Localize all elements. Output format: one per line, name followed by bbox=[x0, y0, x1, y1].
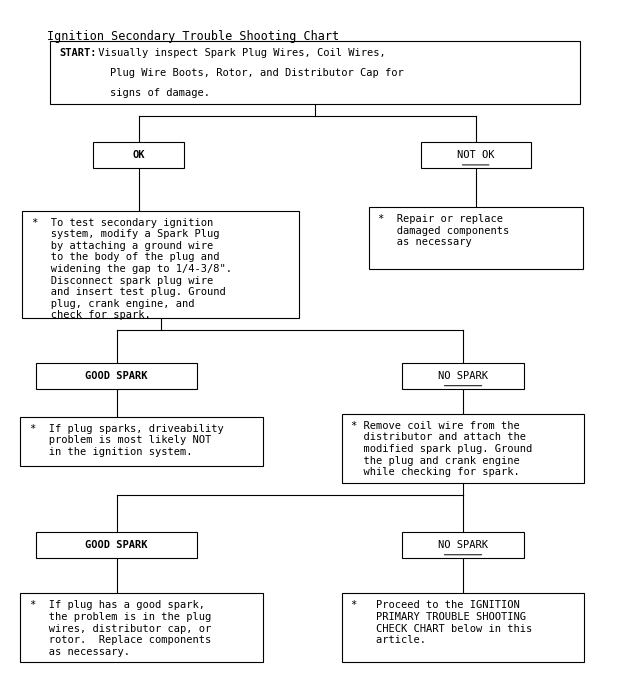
FancyBboxPatch shape bbox=[402, 363, 524, 389]
Text: *  If plug sparks, driveability
   problem is most likely NOT
   in the ignition: * If plug sparks, driveability problem i… bbox=[30, 424, 224, 457]
Text: START:: START: bbox=[60, 48, 98, 58]
Text: *  If plug has a good spark,
   the problem is in the plug
   wires, distributor: * If plug has a good spark, the problem … bbox=[30, 600, 211, 657]
FancyBboxPatch shape bbox=[36, 363, 197, 389]
Text: *  To test secondary ignition
   system, modify a Spark Plug
   by attaching a g: * To test secondary ignition system, mod… bbox=[32, 218, 231, 320]
Text: GOOD SPARK: GOOD SPARK bbox=[85, 540, 148, 550]
Text: * Remove coil wire from the
  distributor and attach the
  modified spark plug. : * Remove coil wire from the distributor … bbox=[352, 421, 532, 477]
FancyBboxPatch shape bbox=[421, 142, 530, 168]
Text: NO SPARK: NO SPARK bbox=[438, 540, 488, 550]
FancyBboxPatch shape bbox=[20, 417, 263, 466]
Text: NO SPARK: NO SPARK bbox=[438, 371, 488, 381]
Text: *  Repair or replace
   damaged components
   as necessary: * Repair or replace damaged components a… bbox=[378, 214, 509, 247]
FancyBboxPatch shape bbox=[36, 532, 197, 558]
Text: signs of damage.: signs of damage. bbox=[60, 88, 210, 98]
FancyBboxPatch shape bbox=[50, 41, 580, 104]
FancyBboxPatch shape bbox=[341, 414, 585, 483]
FancyBboxPatch shape bbox=[22, 211, 299, 317]
Text: Plug Wire Boots, Rotor, and Distributor Cap for: Plug Wire Boots, Rotor, and Distributor … bbox=[60, 68, 404, 78]
FancyBboxPatch shape bbox=[369, 207, 583, 269]
Text: *   Proceed to the IGNITION
    PRIMARY TROUBLE SHOOTING
    CHECK CHART below i: * Proceed to the IGNITION PRIMARY TROUBL… bbox=[352, 600, 532, 645]
FancyBboxPatch shape bbox=[341, 593, 585, 662]
FancyBboxPatch shape bbox=[402, 532, 524, 558]
FancyBboxPatch shape bbox=[20, 593, 263, 662]
Text: NOT OK: NOT OK bbox=[457, 150, 495, 160]
Text: Ignition Secondary Trouble Shooting Chart: Ignition Secondary Trouble Shooting Char… bbox=[47, 30, 340, 43]
FancyBboxPatch shape bbox=[93, 142, 184, 168]
Text: GOOD SPARK: GOOD SPARK bbox=[85, 371, 148, 381]
Text: Visually inspect Spark Plug Wires, Coil Wires,: Visually inspect Spark Plug Wires, Coil … bbox=[92, 48, 386, 58]
Text: OK: OK bbox=[132, 150, 145, 160]
